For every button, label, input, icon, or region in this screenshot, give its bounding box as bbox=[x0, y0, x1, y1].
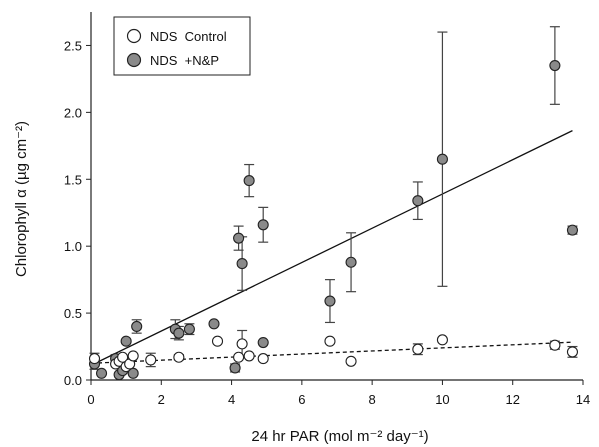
point-np bbox=[173, 327, 185, 339]
point-control bbox=[412, 343, 424, 355]
error-bars bbox=[89, 26, 578, 373]
point-np bbox=[236, 258, 248, 270]
legend: NDS Control NDS +N&P bbox=[113, 16, 251, 76]
point-control bbox=[324, 335, 336, 347]
point-control bbox=[173, 351, 185, 363]
point-np bbox=[233, 232, 245, 244]
point-np bbox=[131, 320, 143, 333]
tick-labels: 0 2 4 6 8 10 12 14 0.0 0.5 1.0 1.5 2.0 2.5 bbox=[64, 38, 590, 407]
point-control bbox=[233, 351, 245, 363]
x-axis-title: 24 hr PAR (mol m⁻² day⁻¹) bbox=[251, 428, 428, 445]
point-control bbox=[145, 354, 157, 366]
point-np bbox=[257, 219, 269, 231]
legend-marker-np bbox=[126, 52, 142, 68]
point-np bbox=[549, 59, 561, 72]
legend-label-np: NDS +N&P bbox=[150, 53, 219, 68]
y-axis-title: Chlorophyll α (µg cm⁻²) bbox=[13, 121, 30, 277]
point-np bbox=[127, 367, 139, 379]
point-np bbox=[412, 195, 424, 207]
point-np bbox=[208, 318, 220, 330]
x-tick-label: 4 bbox=[228, 392, 235, 407]
point-np bbox=[257, 336, 269, 349]
point-np bbox=[345, 256, 357, 268]
x-tick-label: 2 bbox=[158, 392, 165, 407]
point-np bbox=[183, 323, 195, 335]
point-control bbox=[436, 334, 448, 346]
x-tick-label: 12 bbox=[505, 392, 519, 407]
point-control bbox=[243, 350, 255, 362]
point-np bbox=[436, 153, 448, 165]
trendline-control bbox=[98, 341, 573, 364]
point-np bbox=[120, 335, 132, 347]
point-control bbox=[257, 353, 269, 365]
x-tick-label: 8 bbox=[369, 392, 376, 407]
point-control bbox=[345, 355, 357, 367]
y-tick-label: 0.5 bbox=[64, 306, 82, 321]
point-control bbox=[566, 346, 579, 358]
trendlines bbox=[97, 130, 573, 364]
x-tick-label: 10 bbox=[435, 392, 449, 407]
trendline-np bbox=[97, 130, 573, 363]
y-tick-label: 2.5 bbox=[64, 38, 82, 53]
point-control bbox=[549, 339, 561, 351]
point-np bbox=[566, 224, 579, 236]
point-np bbox=[243, 175, 255, 187]
x-tick-label: 6 bbox=[298, 392, 305, 407]
y-tick-label: 2.0 bbox=[64, 105, 82, 120]
x-tick-label: 0 bbox=[87, 392, 94, 407]
point-np bbox=[229, 362, 241, 374]
point-control bbox=[88, 353, 101, 365]
y-tick-label: 0.0 bbox=[64, 373, 82, 388]
y-tick-label: 1.0 bbox=[64, 239, 82, 254]
point-control bbox=[211, 335, 224, 347]
point-np bbox=[324, 295, 336, 307]
point-control bbox=[236, 338, 248, 350]
legend-marker-control bbox=[126, 28, 142, 44]
data-points bbox=[88, 59, 579, 381]
point-control bbox=[127, 350, 139, 362]
legend-label-control: NDS Control bbox=[150, 29, 227, 44]
axes bbox=[86, 12, 584, 385]
point-np bbox=[95, 367, 108, 379]
y-tick-label: 1.5 bbox=[64, 172, 82, 187]
point-control bbox=[117, 351, 129, 363]
x-tick-label: 14 bbox=[576, 392, 590, 407]
